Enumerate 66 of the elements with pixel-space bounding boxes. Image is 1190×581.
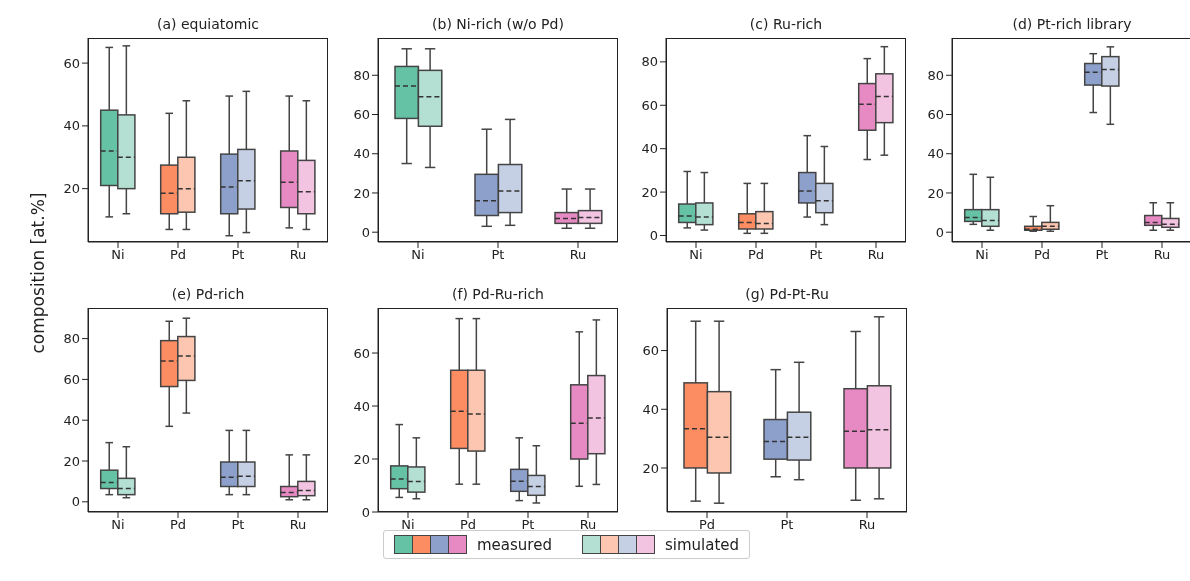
x-tick-label: Ru	[1153, 247, 1171, 263]
chart-title: (c) Ru-rich	[748, 16, 824, 32]
x-tick-label: Ru	[579, 517, 597, 533]
x-tick-label: Ni	[111, 517, 125, 533]
y-tick-label: 80	[641, 54, 658, 70]
y-tick-label: 0	[935, 224, 944, 240]
y-tick-label: 60	[353, 345, 370, 361]
x-tick-label: Pd	[459, 517, 477, 533]
y-tick-label: 20	[641, 184, 658, 200]
x-tick-label: Pt	[780, 517, 794, 533]
y-tick-label: 40	[927, 146, 944, 162]
x-tick-label: Pd	[1033, 247, 1051, 263]
x-tick-label: Ru	[867, 247, 885, 263]
y-tick-label: 20	[642, 460, 659, 476]
y-tick-label: 60	[927, 107, 944, 123]
y-tick-label: 40	[642, 401, 659, 417]
x-tick-label: Pd	[169, 247, 187, 263]
y-tick-label: 20	[63, 453, 80, 469]
y-tick-label: 40	[641, 141, 658, 157]
y-tick-label: 60	[353, 107, 370, 123]
y-tick-label: 0	[361, 504, 370, 520]
y-tick-label: 40	[63, 118, 80, 134]
x-tick-label: Ru	[569, 247, 587, 263]
y-tick-label: 40	[353, 398, 370, 414]
y-tick-label: 60	[63, 55, 80, 71]
y-tick-label: 20	[353, 451, 370, 467]
x-tick-label: Pt	[231, 517, 245, 533]
y-tick-label: 40	[63, 412, 80, 428]
chart-title: (d) Pt-rich library	[1011, 16, 1133, 32]
legend-label: simulated	[664, 535, 740, 554]
x-tick-label: Ni	[975, 247, 989, 263]
x-tick-label: Ni	[689, 247, 703, 263]
chart-title: (e) Pd-rich	[170, 286, 246, 302]
chart-title: (f) Pd-Ru-rich	[451, 286, 545, 302]
x-tick-label: Pd	[169, 517, 187, 533]
y-tick-label: 80	[63, 331, 80, 347]
x-tick-label: Ni	[401, 517, 415, 533]
chart-title: (a) equiatomic	[155, 16, 261, 32]
x-tick-label: Pd	[698, 517, 716, 533]
y-axis-title: composition [at.%]	[28, 192, 48, 354]
x-tick-label: Pd	[747, 247, 765, 263]
x-tick-label: Pt	[231, 247, 245, 263]
chart-title: (g) Pd-Pt-Ru	[744, 286, 830, 302]
y-tick-label: 40	[353, 146, 370, 162]
x-tick-label: Ni	[111, 247, 125, 263]
y-tick-label: 60	[63, 372, 80, 388]
y-tick-label: 60	[642, 343, 659, 359]
x-tick-label: Pt	[1095, 247, 1109, 263]
x-tick-label: Pt	[809, 247, 823, 263]
y-tick-label: 0	[649, 228, 658, 244]
x-tick-label: Ni	[411, 247, 425, 263]
x-tick-label: Ru	[858, 517, 876, 533]
y-tick-label: 20	[927, 185, 944, 201]
x-tick-label: Ru	[289, 517, 307, 533]
y-tick-label: 80	[353, 67, 370, 83]
chart-title: (b) Ni-rich (w/o Pd)	[431, 16, 565, 32]
y-tick-label: 80	[927, 67, 944, 83]
legend-label: measured	[477, 535, 552, 554]
y-tick-label: 0	[361, 224, 370, 240]
y-tick-label: 0	[71, 494, 80, 510]
y-tick-label: 20	[353, 185, 370, 201]
x-tick-label: Ru	[289, 247, 307, 263]
y-tick-label: 20	[63, 181, 80, 197]
x-tick-label: Pt	[491, 247, 505, 263]
x-tick-label: Pt	[521, 517, 535, 533]
y-tick-label: 60	[641, 97, 658, 113]
